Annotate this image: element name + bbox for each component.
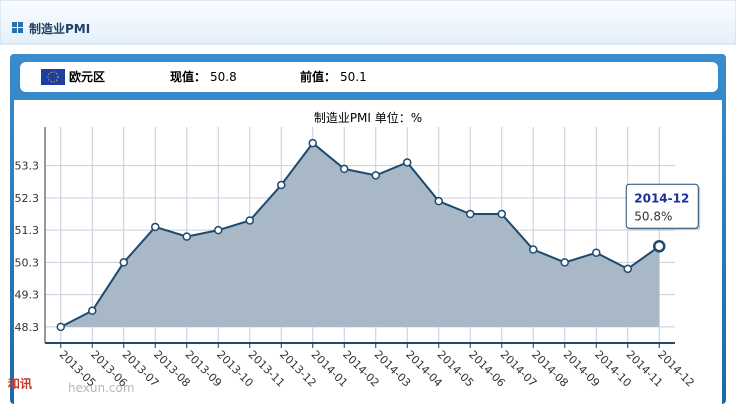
header-bg bbox=[0, 0, 736, 45]
chart-title: 制造业PMI 单位：% bbox=[314, 110, 422, 125]
point bbox=[560, 258, 569, 267]
previous-label: 前值： bbox=[300, 69, 336, 84]
current-value: 50.8 bbox=[210, 70, 237, 84]
point bbox=[434, 196, 443, 206]
header-title: 制造业PMI bbox=[29, 21, 90, 36]
point bbox=[340, 164, 349, 174]
point bbox=[182, 232, 191, 241]
point bbox=[529, 245, 538, 254]
watermark-logo: 和讯 bbox=[7, 376, 32, 391]
point bbox=[371, 171, 380, 180]
point bbox=[245, 216, 254, 225]
point bbox=[308, 138, 317, 148]
y-tick-label: 49.3 bbox=[15, 289, 40, 302]
y-tick-label: 53.3 bbox=[15, 160, 40, 173]
point bbox=[497, 209, 506, 219]
point bbox=[623, 264, 632, 274]
area bbox=[60, 143, 660, 327]
point bbox=[151, 222, 160, 232]
header-icon bbox=[12, 22, 23, 33]
point bbox=[653, 240, 666, 253]
y-tick-label: 50.3 bbox=[15, 256, 40, 269]
eu-flag bbox=[41, 69, 65, 85]
tooltip-box bbox=[625, 183, 699, 229]
point bbox=[277, 180, 286, 190]
y-tick-label: 52.3 bbox=[15, 192, 40, 205]
point bbox=[88, 306, 97, 316]
point bbox=[119, 258, 128, 267]
tooltip-category: 2014-12 bbox=[634, 191, 689, 205]
watermark-site: hexun.com bbox=[68, 381, 135, 395]
info-bar bbox=[20, 62, 718, 92]
tooltip-value: 50.8% bbox=[634, 209, 672, 223]
y-tick-label: 51.3 bbox=[15, 224, 40, 237]
current-label: 现值： bbox=[170, 69, 206, 84]
y-tick-label: 48.3 bbox=[15, 321, 40, 334]
region: 欧元区 bbox=[69, 69, 105, 84]
point bbox=[403, 158, 412, 167]
previous-value: 50.1 bbox=[340, 70, 367, 84]
point bbox=[466, 209, 475, 219]
point bbox=[56, 322, 65, 332]
point bbox=[592, 248, 601, 257]
line bbox=[60, 141, 660, 328]
point bbox=[214, 225, 223, 235]
